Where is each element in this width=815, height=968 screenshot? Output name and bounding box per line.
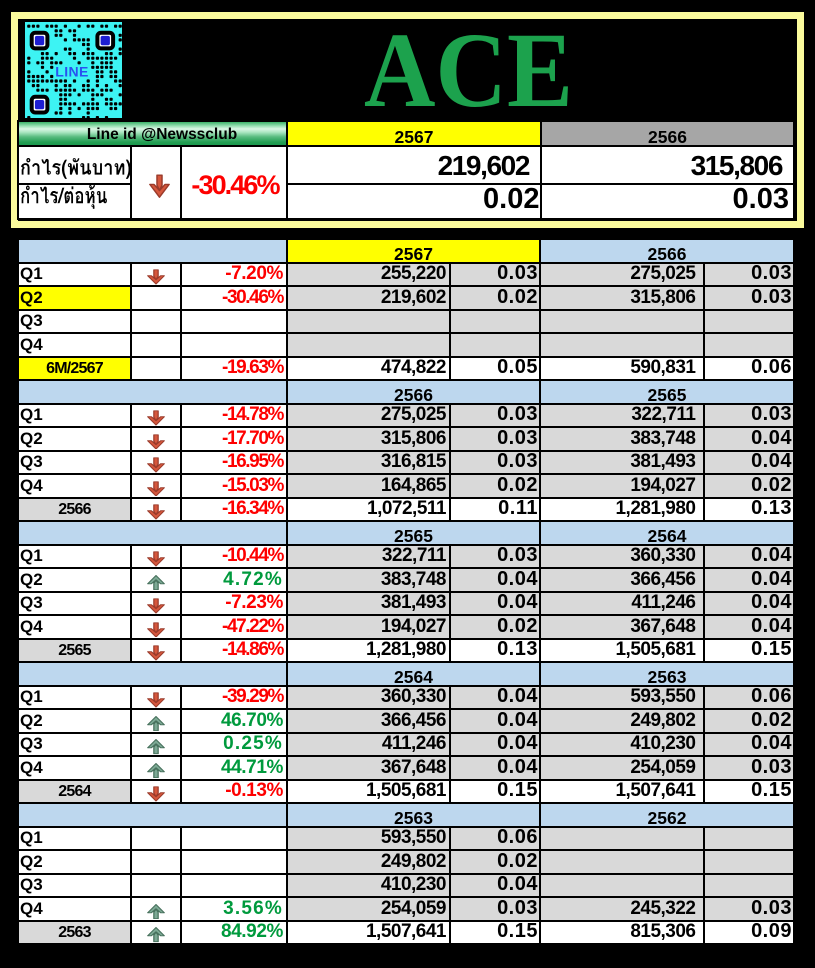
svg-text:LINE: LINE (55, 64, 89, 80)
